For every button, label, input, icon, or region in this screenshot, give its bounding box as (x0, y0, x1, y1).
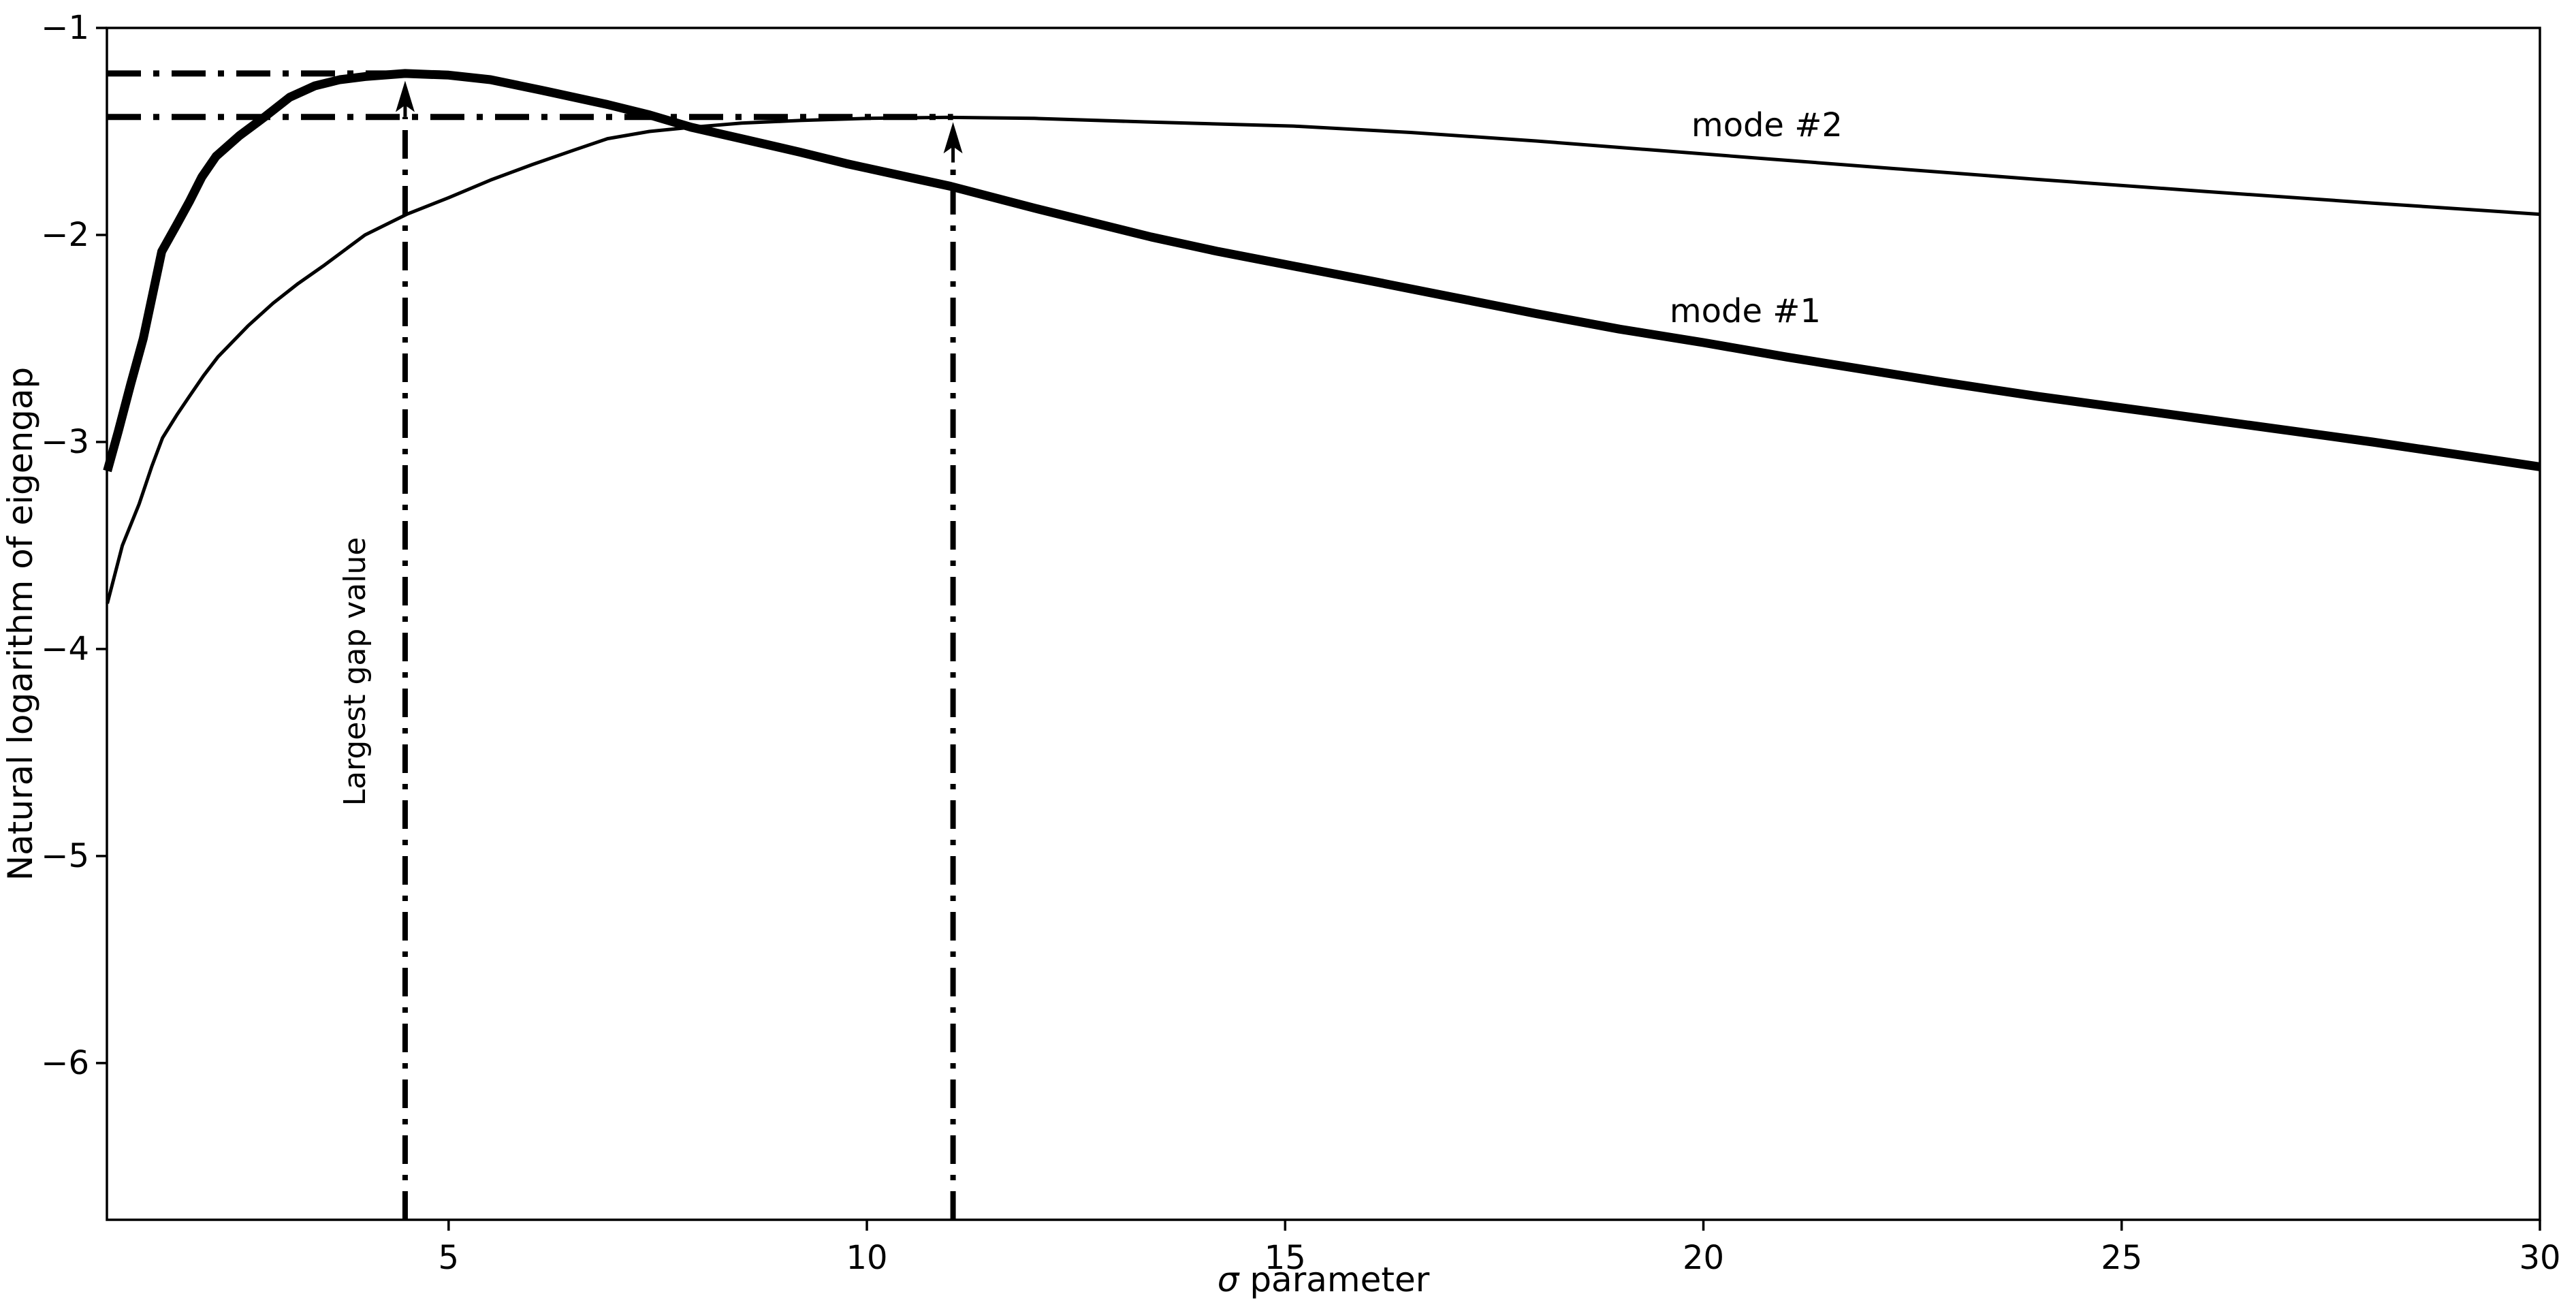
up-arrowhead-icon-2 (943, 122, 963, 154)
y-tick-label: −5 (41, 837, 89, 875)
x-tick-label: 20 (1683, 1239, 1724, 1277)
y-axis-label: Natural logarithm of eigengap (1, 366, 40, 881)
curve-mode-2 (106, 115, 2541, 604)
mode-2-series-label: mode #2 (1691, 106, 1843, 144)
y-tick-label: −4 (41, 630, 89, 668)
x-tick-label: 30 (2519, 1239, 2560, 1277)
up-arrowhead-icon-1 (395, 80, 415, 112)
largest-gap-value-annotation: Largest gap value (338, 537, 373, 806)
plot-border (106, 27, 2541, 1221)
curve-mode-1 (103, 69, 2541, 473)
y-tick-label: −6 (41, 1044, 89, 1082)
x-tick-label: 5 (439, 1239, 460, 1277)
x-tick-label: 25 (2101, 1239, 2142, 1277)
y-tick-label: −3 (41, 423, 89, 461)
mode-1-series-label: mode #1 (1669, 292, 1822, 331)
y-tick-label: −1 (41, 9, 89, 47)
x-tick-label: 15 (1265, 1239, 1306, 1277)
x-axis-label-text: parameter (1239, 1260, 1430, 1299)
sigma-symbol: σ (1217, 1260, 1239, 1299)
x-tick-label: 10 (846, 1239, 888, 1277)
x-axis-label: σ parameter (1218, 1263, 1430, 1297)
y-tick-label: −2 (41, 216, 89, 254)
